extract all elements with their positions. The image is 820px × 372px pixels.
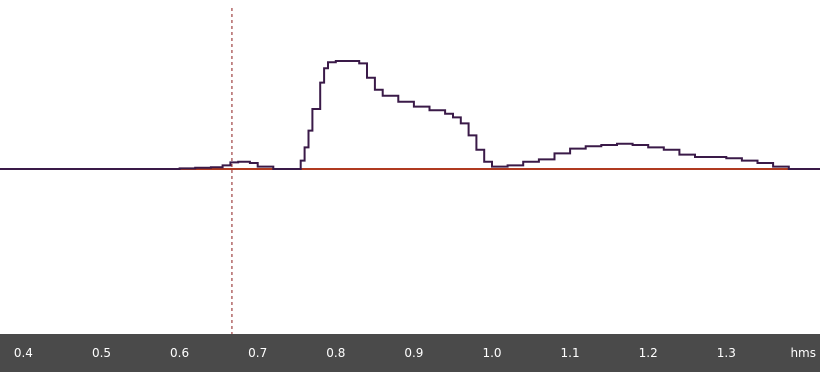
time-tick-label: 0.8	[326, 346, 346, 360]
time-tick-label: 0.7	[248, 346, 268, 360]
waveform-plot[interactable]	[0, 0, 820, 334]
time-tick-label: 0.5	[91, 346, 112, 360]
time-axis[interactable]: hms 0.4 0.5 0.6 0.7 0.8 0.9 1.0 1.1 1.2 1.3	[0, 334, 820, 372]
time-unit-label: hms	[790, 346, 816, 360]
time-tick-label: 0.4	[13, 346, 33, 360]
time-tick-label: 0.9	[404, 346, 424, 360]
time-tick-label: 1.2	[638, 346, 658, 360]
time-tick-label: 1.3	[716, 346, 736, 360]
signal-trace	[0, 60, 820, 170]
time-tick-label: 1.1	[560, 346, 580, 360]
time-tick-label: 0.6	[170, 346, 190, 360]
time-tick-label: 1.0	[482, 346, 502, 360]
